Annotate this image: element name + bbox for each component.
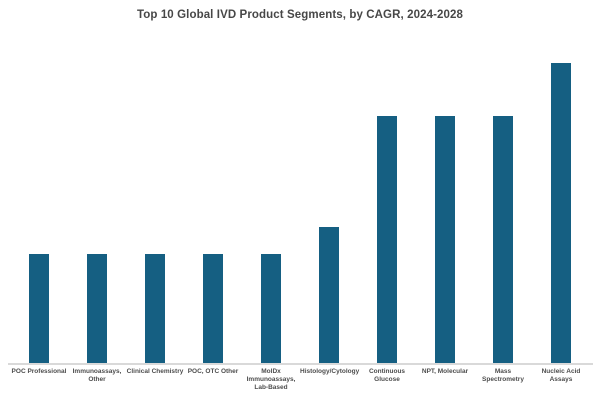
x-axis-label-2: Immunoassays, Other: [72, 368, 122, 384]
x-axis-label-4: POC, OTC Other: [187, 368, 239, 375]
bar-7: [377, 116, 397, 363]
x-axis-label-9: Mass Spectrometry: [482, 368, 524, 384]
x-axis-label-7: Continuous Glucose: [368, 368, 406, 384]
x-axis-label-10: Nucleic Acid Assays: [541, 368, 581, 384]
bar-1: [29, 254, 49, 363]
bar-3: [145, 254, 165, 363]
x-axis-line: [8, 363, 593, 365]
bar-4: [203, 254, 223, 363]
x-axis-label-1: POC Professional: [11, 368, 67, 375]
bar-5: [261, 254, 281, 363]
bar-9: [493, 116, 513, 363]
bar-8: [435, 116, 455, 363]
x-axis-label-3: Clinical Chemistry: [126, 368, 184, 375]
x-axis-label-8: NPT, Molecular: [421, 368, 469, 375]
x-axis-label-5: MolDx Immunoassays, Lab-Based: [246, 368, 296, 392]
bar-2: [87, 254, 107, 363]
bar-10: [551, 63, 571, 363]
bar-6: [319, 227, 339, 363]
x-axis-label-6: Histology/Cytology: [300, 368, 360, 375]
chart-title: Top 10 Global IVD Product Segments, by C…: [137, 9, 463, 21]
